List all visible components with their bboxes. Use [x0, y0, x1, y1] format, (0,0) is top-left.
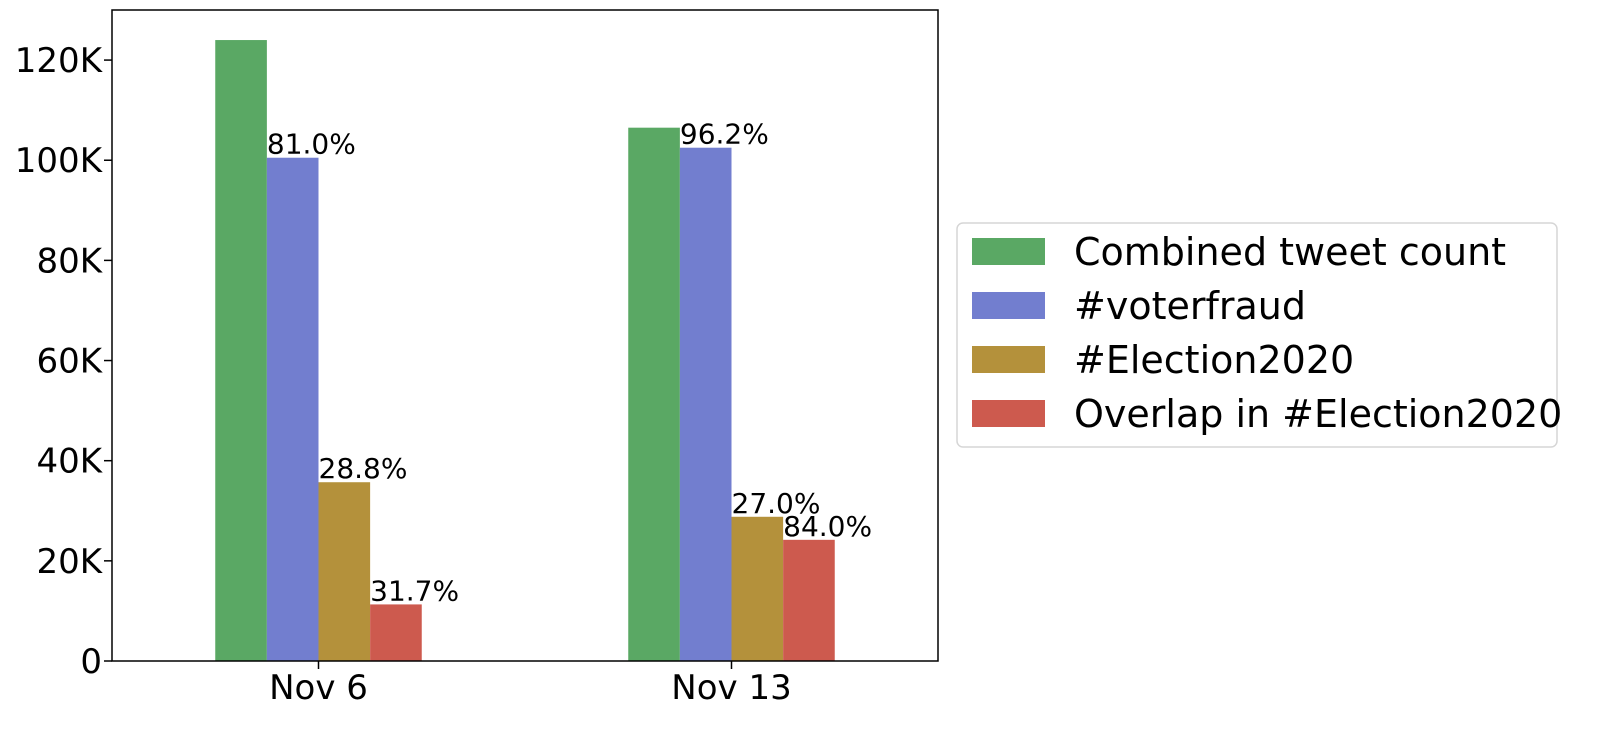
- y-tick-label: 0: [80, 642, 102, 682]
- y-axis: 0 20K 40K 60K 80K 100K 120K: [15, 41, 112, 682]
- data-label-overlap-in-election2020-nov-13: 84.0%: [783, 510, 872, 543]
- y-tick-label: 120K: [15, 41, 104, 81]
- bar-combined-tweet-count-nov-13: [628, 127, 680, 661]
- legend-swatch-combined-tweet-count: [972, 238, 1045, 265]
- x-axis: Nov 6 Nov 13: [269, 661, 792, 708]
- legend-label-election2020: #Election2020: [1074, 338, 1354, 382]
- y-tick-label: 80K: [36, 241, 103, 281]
- legend-swatch-overlap-in-election2020: [972, 400, 1045, 427]
- data-labels-layer: 81.0% 28.8% 31.7% 96.2% 27.0%84.0%: [267, 118, 872, 608]
- legend-swatch-election2020: [972, 346, 1045, 373]
- legend-box: [956, 222, 1558, 448]
- data-label-voterfraud-nov-13: 96.2%: [680, 118, 769, 151]
- legend-label-overlap-in-election2020: Overlap in #Election2020: [1074, 392, 1562, 436]
- bar-voterfraud-nov-6: [266, 157, 319, 661]
- legend-label-voterfraud: #voterfraud: [1074, 284, 1306, 328]
- y-tick-label: 40K: [36, 442, 103, 482]
- y-tick-label: 20K: [36, 542, 103, 582]
- y-tick-label: 100K: [15, 141, 104, 181]
- bar-overlap-in-election2020-nov-13: [783, 539, 835, 661]
- bar-combined-tweet-count-nov-6: [215, 40, 267, 662]
- data-label-overlap-in-election2020-nov-6: 31.7%: [370, 574, 459, 607]
- x-tick-label: Nov 6: [269, 668, 368, 708]
- x-tick-label: Nov 13: [671, 668, 791, 708]
- data-label-election2020-nov-13: 27.0%: [732, 487, 821, 520]
- bar-election2020-nov-6: [318, 482, 371, 661]
- plot-frame: [111, 9, 939, 662]
- legend-swatch-voterfraud: [972, 292, 1045, 319]
- bar-election2020-nov-13: [731, 516, 784, 661]
- y-tick-label: 60K: [36, 342, 103, 382]
- bars-layer: [215, 40, 835, 662]
- data-label-election2020-nov-6: 28.8%: [319, 452, 408, 485]
- bar-overlap-in-election2020-nov-6: [370, 604, 422, 661]
- legend-label-combined-tweet-count: Combined tweet count: [1074, 230, 1506, 274]
- bar-voterfraud-nov-13: [679, 147, 732, 661]
- legend: Combined tweet count #voterfraud #Election…: [956, 222, 1562, 448]
- data-label-voterfraud-nov-6: 81.0%: [267, 128, 356, 161]
